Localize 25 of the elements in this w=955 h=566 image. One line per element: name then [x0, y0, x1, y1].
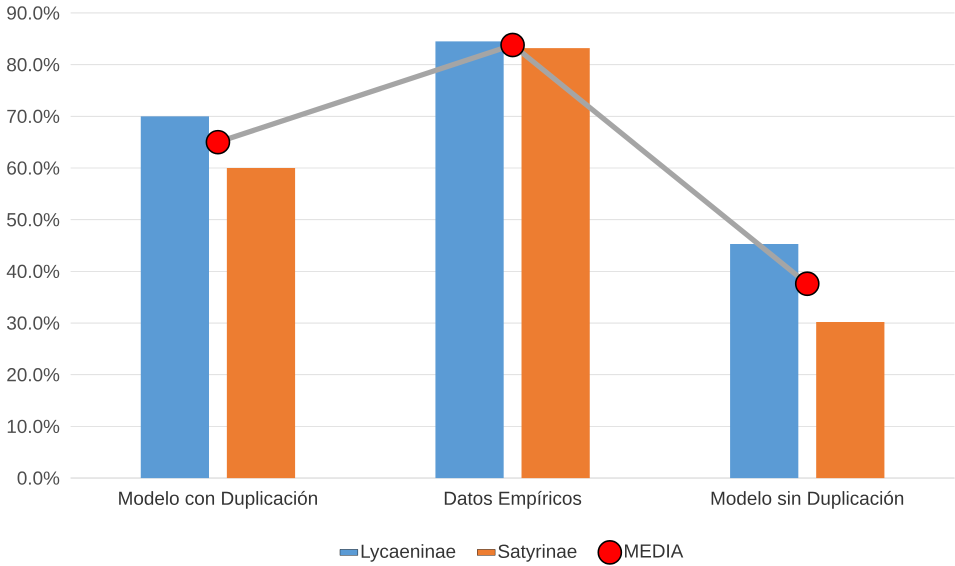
bar: [140, 116, 210, 478]
bar: [730, 244, 798, 478]
legend-label: MEDIA: [625, 544, 684, 558]
y-tick-label: 10.0%: [8, 420, 60, 434]
legend-label: Satyrinae: [498, 544, 576, 562]
bar: [816, 322, 884, 478]
y-tick-label: 50.0%: [7, 213, 60, 226]
point: [794, 271, 820, 296]
x-tick-label: Datos Empíricos: [444, 490, 582, 509]
y-tick-label: 80.0%: [7, 58, 60, 72]
bar: [435, 41, 504, 478]
y-tick-label: 0.0%: [18, 471, 60, 485]
x-tick-label: Modelo con Duplicación: [119, 490, 317, 509]
bar: [522, 48, 590, 478]
y-tick-label: 40.0%: [6, 264, 60, 278]
point: [206, 130, 230, 155]
y-tick-label: 90.0%: [7, 6, 60, 20]
y-tick-label: 20.0%: [7, 368, 60, 382]
point: [500, 32, 525, 58]
y-tick-label: 70.0%: [7, 110, 60, 124]
x-tick-label: Modelo sin Duplicación: [712, 490, 904, 509]
y-tick-label: 60.0%: [7, 161, 60, 175]
y-tick-label: 30.0%: [7, 316, 60, 330]
legend-label: Lycaeninae: [362, 544, 456, 562]
bar: [226, 168, 296, 478]
